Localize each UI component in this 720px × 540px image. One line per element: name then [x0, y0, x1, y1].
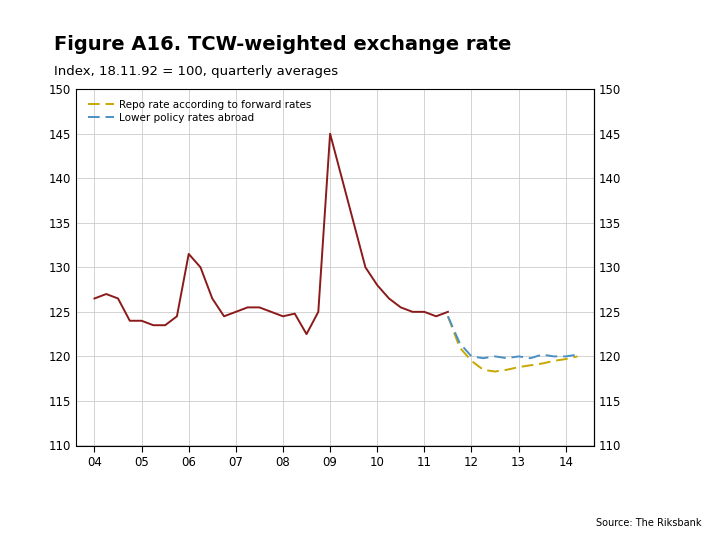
Text: SVERIGES
RIKSBANK: SVERIGES RIKSBANK — [637, 31, 677, 44]
Text: Figure A16. TCW-weighted exchange rate: Figure A16. TCW-weighted exchange rate — [54, 35, 511, 54]
Text: Index, 18.11.92 = 100, quarterly averages: Index, 18.11.92 = 100, quarterly average… — [54, 65, 338, 78]
Legend: Repo rate according to forward rates, Lower policy rates abroad: Repo rate according to forward rates, Lo… — [86, 98, 314, 125]
Text: Source: The Riksbank: Source: The Riksbank — [596, 518, 702, 528]
